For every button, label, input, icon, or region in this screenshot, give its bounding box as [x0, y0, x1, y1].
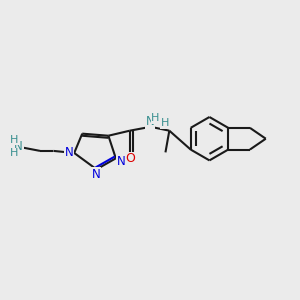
Text: H: H [10, 148, 18, 158]
Text: N: N [14, 140, 23, 153]
Text: H: H [160, 118, 169, 128]
Text: H: H [151, 113, 160, 124]
Text: N: N [146, 115, 155, 128]
Text: N: N [64, 146, 73, 159]
Text: N: N [117, 155, 125, 168]
Text: O: O [125, 152, 135, 165]
Text: H: H [10, 135, 18, 145]
Text: N: N [92, 168, 100, 181]
